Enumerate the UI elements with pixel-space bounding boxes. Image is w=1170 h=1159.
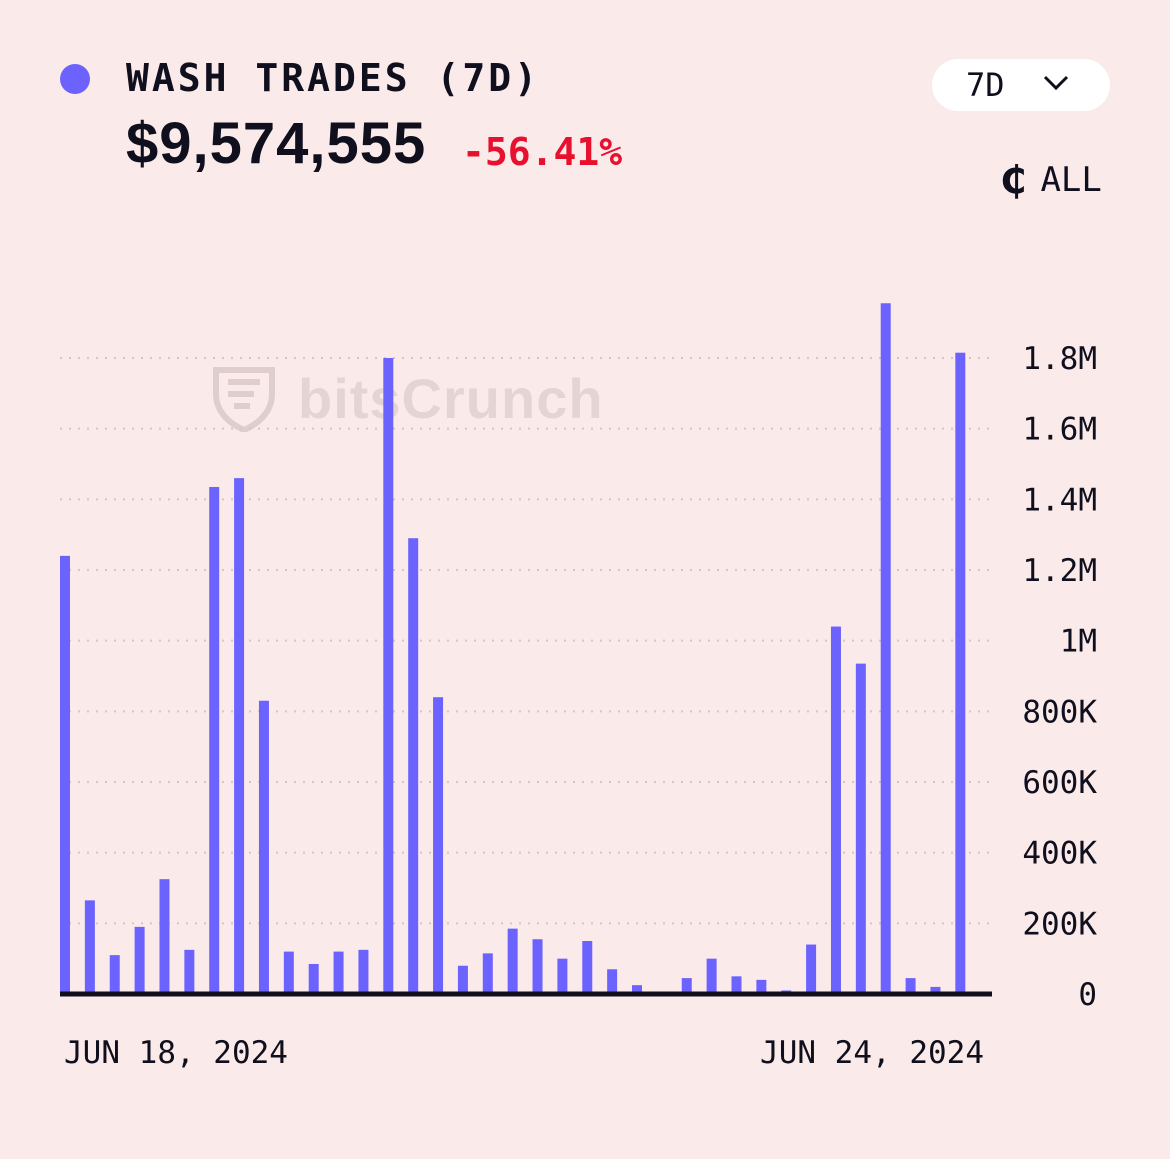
y-tick-label: 200K — [1022, 906, 1097, 942]
y-tick-label: 1.2M — [1022, 553, 1097, 589]
bar[interactable] — [109, 955, 120, 994]
percent-change: -56.41% — [462, 130, 623, 174]
bar[interactable] — [258, 700, 269, 994]
bar[interactable] — [482, 953, 493, 994]
bar[interactable] — [607, 969, 618, 994]
bar[interactable] — [184, 949, 195, 994]
bar[interactable] — [532, 939, 543, 994]
bar[interactable] — [955, 352, 966, 994]
bar[interactable] — [433, 697, 444, 994]
bar[interactable] — [706, 958, 717, 994]
bar[interactable] — [209, 486, 220, 994]
bar[interactable] — [632, 985, 643, 994]
legend-dot-icon — [60, 64, 90, 94]
bar[interactable] — [681, 978, 692, 994]
bar[interactable] — [159, 879, 170, 994]
y-tick-label: 1.6M — [1022, 412, 1097, 448]
bar[interactable] — [880, 303, 891, 994]
bar[interactable] — [557, 958, 568, 994]
total-value: $9,574,555 — [126, 111, 427, 176]
bar[interactable] — [308, 963, 319, 994]
y-tick-label: 800K — [1022, 694, 1097, 730]
y-tick-label: 1.8M — [1022, 341, 1097, 377]
y-tick-label: 1.4M — [1022, 482, 1097, 518]
bar[interactable] — [383, 358, 394, 994]
x-end-label: JUN 24, 2024 — [760, 1035, 984, 1071]
bar[interactable] — [507, 928, 518, 994]
bar[interactable] — [830, 626, 841, 994]
watermark-text: bitsCrunch — [298, 366, 604, 430]
bar[interactable] — [283, 951, 294, 994]
chevron-down-icon — [1043, 75, 1069, 91]
bar[interactable] — [806, 944, 817, 994]
bar[interactable] — [756, 979, 767, 994]
bitscrunch-shield-icon — [213, 367, 275, 432]
bar[interactable] — [408, 538, 419, 994]
bar[interactable] — [905, 978, 916, 994]
y-tick-label: 1M — [1060, 624, 1097, 660]
chain-cent-icon: ₵ — [1000, 158, 1027, 202]
bar[interactable] — [582, 941, 593, 994]
period-dropdown-label: 7D — [966, 66, 1005, 104]
bar[interactable] — [731, 976, 742, 994]
bar[interactable] — [358, 949, 369, 994]
y-tick-label: 600K — [1022, 765, 1097, 801]
bar[interactable] — [60, 555, 70, 994]
bar[interactable] — [134, 926, 145, 994]
chain-filter[interactable]: ₵ ALL — [1000, 158, 1102, 202]
x-start-label: JUN 18, 2024 — [64, 1035, 288, 1071]
bar[interactable] — [333, 951, 344, 994]
period-dropdown[interactable]: 7D — [932, 59, 1110, 111]
bar[interactable] — [84, 900, 95, 994]
chain-filter-label: ALL — [1040, 160, 1102, 200]
chart-title: WASH TRADES (7D) — [126, 56, 541, 100]
bar[interactable] — [930, 986, 941, 994]
bar[interactable] — [457, 965, 468, 994]
watermark: bitsCrunch — [210, 364, 604, 432]
y-tick-label: 0 — [1078, 977, 1097, 1013]
y-tick-label: 400K — [1022, 836, 1097, 872]
bar[interactable] — [855, 663, 866, 994]
bar[interactable] — [234, 478, 245, 995]
